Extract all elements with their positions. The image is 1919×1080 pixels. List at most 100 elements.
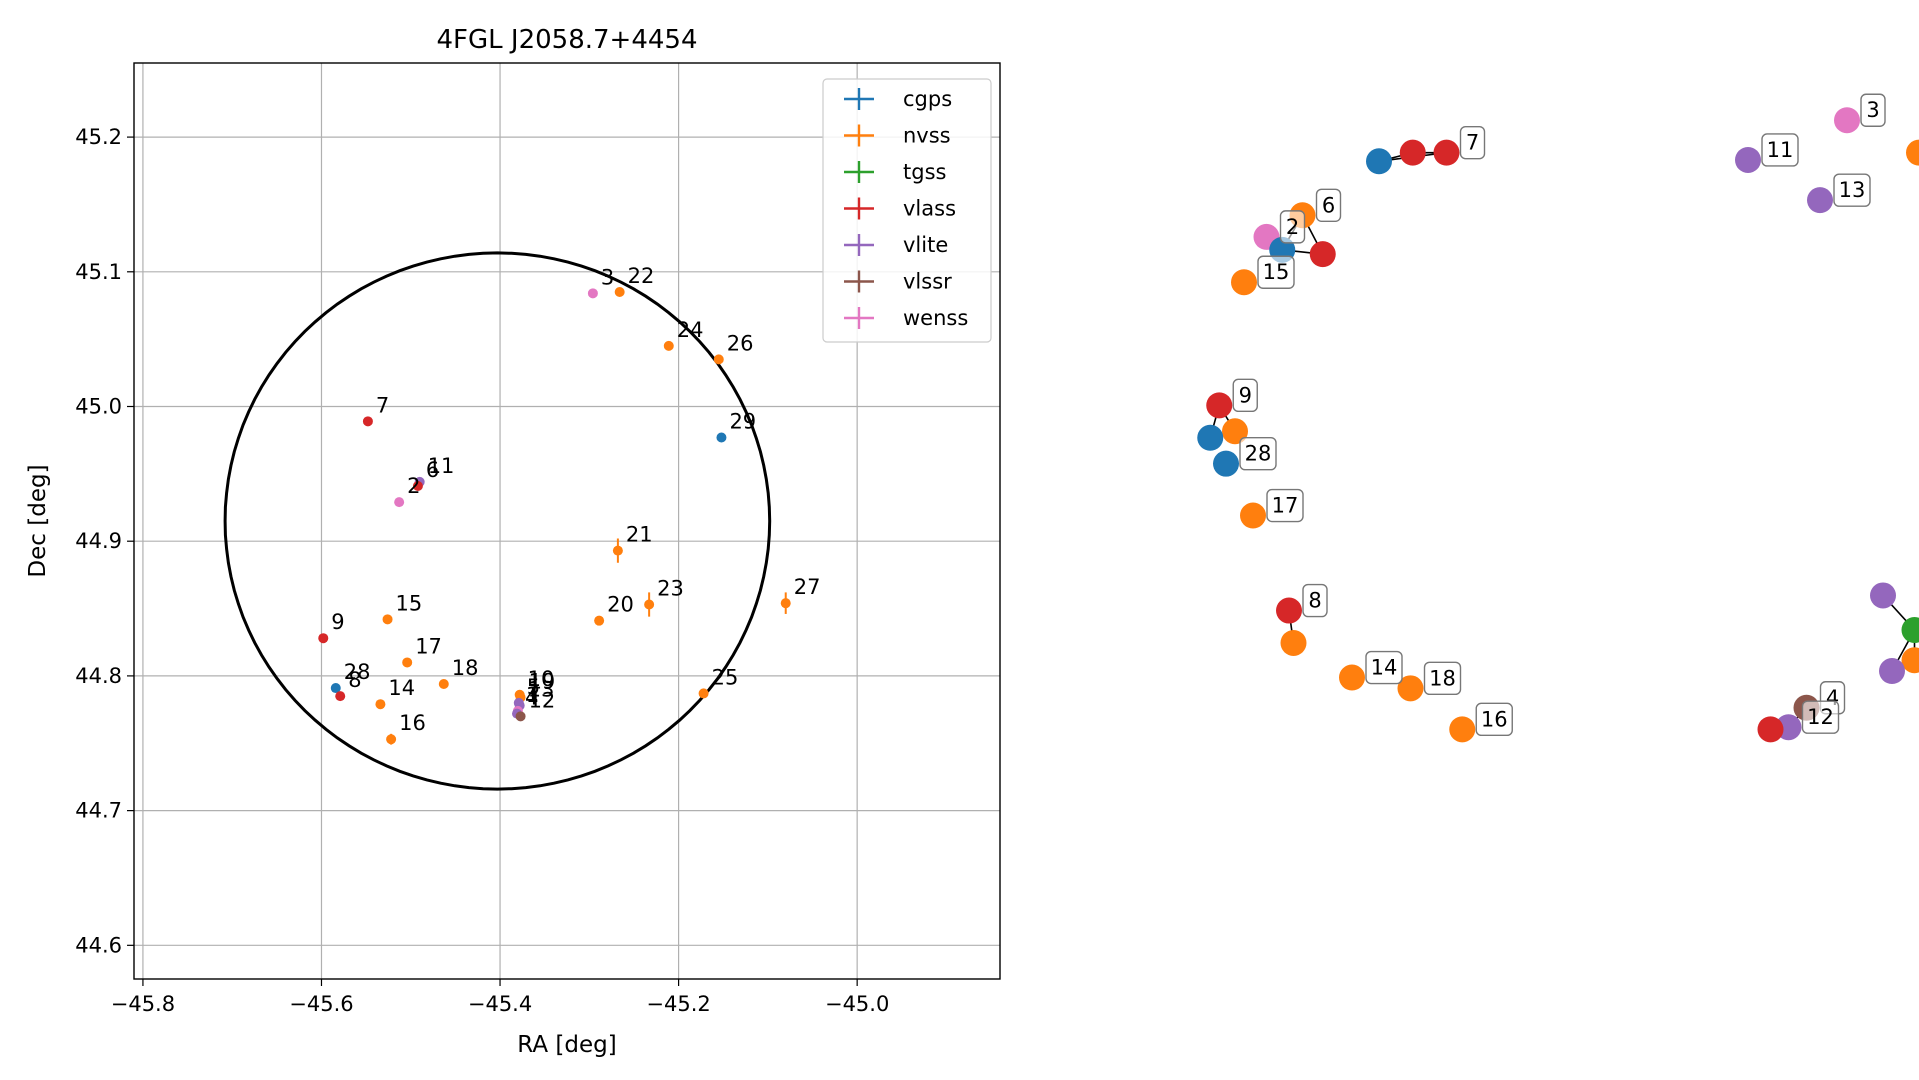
point-label: 18 xyxy=(452,656,479,680)
node-label-box xyxy=(1423,661,1462,696)
legend-label: vlass xyxy=(903,197,956,221)
point-label: 27 xyxy=(794,575,821,599)
point-label: 12 xyxy=(529,688,556,712)
node-label-text: 18 xyxy=(1429,666,1456,690)
node-label-box xyxy=(1459,125,1486,160)
node-label-text: 11 xyxy=(1767,138,1794,162)
legend-label: tgss xyxy=(903,160,946,184)
point-label: 24 xyxy=(677,318,704,342)
network-node xyxy=(1807,187,1833,214)
legend-label: cgps xyxy=(903,87,952,111)
y-tick-label: 44.9 xyxy=(75,529,122,553)
point-label: 7 xyxy=(376,393,389,417)
y-tick-label: 44.6 xyxy=(75,933,122,957)
y-axis-ticks: 44.6 44.7 44.8 44.9 45.0 45.1 45.2 xyxy=(75,125,134,957)
network-node-label: 14 xyxy=(1365,650,1403,685)
data-point xyxy=(375,699,386,710)
network-node xyxy=(1906,139,1919,166)
network-node-label: 2 xyxy=(1279,210,1306,244)
node-label-box xyxy=(1266,488,1304,523)
node-label-box xyxy=(1761,133,1799,167)
point-label: 22 xyxy=(628,264,655,288)
network-node-label: 7 xyxy=(1459,125,1486,160)
node-label-box xyxy=(1475,702,1513,737)
network-node xyxy=(1757,716,1784,743)
node-label-text: 6 xyxy=(1322,193,1335,217)
network-node xyxy=(1231,269,1257,296)
node-label-box xyxy=(1315,188,1342,222)
network-node xyxy=(1901,647,1919,674)
network-node xyxy=(1433,139,1460,166)
data-point xyxy=(614,287,625,297)
x-tick-label: −45.6 xyxy=(289,992,353,1016)
node-label-box xyxy=(1833,173,1871,207)
data-point xyxy=(386,734,397,745)
network-node xyxy=(1240,502,1266,529)
node-label-text: 9 xyxy=(1239,383,1252,407)
data-point xyxy=(412,480,423,491)
x-axis-ticks: −45.8 −45.6 −45.4 −45.2 −45.0 xyxy=(111,979,889,1016)
node-label-box xyxy=(1801,700,1840,734)
network-node-labels: 3222411131926212910202723525215281714181… xyxy=(1232,93,1886,737)
node-label-text: 13 xyxy=(1839,178,1866,202)
network-node xyxy=(1735,146,1761,173)
node-label-box xyxy=(1365,650,1403,685)
data-point xyxy=(716,432,727,443)
legend: cgps nvss tgss vlass vlite vlssr wenss xyxy=(822,78,992,343)
data-point xyxy=(663,340,674,351)
network-node-label: 16 xyxy=(1475,702,1513,737)
network-edges xyxy=(1209,151,1919,731)
network-node xyxy=(1206,392,1233,419)
chart-title: 4FGL J2058.7+4454 xyxy=(437,25,698,55)
node-label-text: 3 xyxy=(1866,98,1879,122)
network-nodes xyxy=(1197,107,1919,743)
node-label-text: 8 xyxy=(1308,589,1321,613)
x-tick-label: −45.4 xyxy=(468,992,532,1016)
legend-label: nvss xyxy=(903,124,951,148)
point-label: 28 xyxy=(344,660,371,684)
network-node xyxy=(1276,597,1302,624)
x-tick-label: −45.0 xyxy=(825,992,889,1016)
point-label: 19 xyxy=(529,669,556,693)
node-label-box xyxy=(1232,378,1258,413)
network-node-label: 15 xyxy=(1257,255,1295,289)
y-tick-label: 45.2 xyxy=(75,125,122,149)
left-chart: −45.8 −45.6 −45.4 −45.2 −45.0 44.644.744.844… xyxy=(25,25,1001,1058)
legend-label: wenss xyxy=(903,306,968,330)
data-point xyxy=(698,688,709,699)
point-label: 5 xyxy=(527,675,540,699)
network-node xyxy=(1449,716,1476,743)
plot-frame xyxy=(133,62,1001,980)
network-node xyxy=(1399,139,1426,166)
point-label: 3 xyxy=(601,265,614,289)
data-point xyxy=(402,657,413,668)
network-node-label: 13 xyxy=(1833,173,1871,207)
node-label-text: 12 xyxy=(1807,705,1834,729)
network-node xyxy=(1280,629,1307,656)
data-point xyxy=(780,598,791,609)
legend-label: vlite xyxy=(903,233,948,257)
data-point xyxy=(335,691,346,702)
network-node xyxy=(1834,107,1860,134)
network-node xyxy=(1870,582,1896,609)
network-node xyxy=(1901,617,1919,643)
y-tick-label: 44.7 xyxy=(75,799,122,823)
network-node-label: 6 xyxy=(1315,188,1342,222)
legend-label: vlssr xyxy=(903,270,952,294)
node-label-box xyxy=(1302,583,1328,618)
network-node xyxy=(1879,658,1905,685)
point-label: 9 xyxy=(331,610,344,634)
network-node-label: 11 xyxy=(1761,133,1799,167)
node-label-box xyxy=(1239,436,1277,471)
data-point xyxy=(644,599,655,610)
node-label-text: 14 xyxy=(1371,656,1398,680)
point-label: 21 xyxy=(626,523,653,547)
right-network-chart: 3222411131926212910202723525215281714181… xyxy=(1197,93,1919,743)
network-node-label: 8 xyxy=(1302,583,1328,618)
point-label: 1 xyxy=(526,683,539,707)
network-node xyxy=(1339,664,1365,691)
data-point xyxy=(318,633,329,644)
network-node-label: 12 xyxy=(1801,700,1840,734)
